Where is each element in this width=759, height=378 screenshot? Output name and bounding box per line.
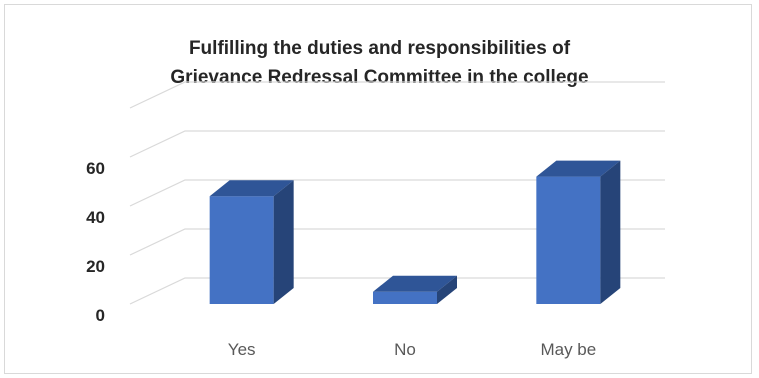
bar-no (373, 275, 457, 304)
bar-front-face (373, 291, 437, 304)
y-tick-label: 20 (86, 257, 105, 276)
bar-top-face (536, 160, 621, 177)
bar-may-be (536, 160, 621, 304)
bar-front-face (209, 196, 274, 304)
y-tick-label: 0 (96, 306, 105, 325)
y-axis-ticks: 0 20 40 60 (86, 159, 105, 325)
bar-side-face (600, 160, 621, 304)
gridlines (129, 81, 665, 305)
gridline (129, 179, 665, 207)
x-category-label: No (394, 340, 416, 359)
bar-side-face (437, 275, 457, 304)
chart-title-line-2: Grievance Redressal Committee in the col… (170, 67, 589, 88)
bar-yes (209, 180, 294, 304)
chart-title-line-1: Fulfilling the duties and responsibiliti… (188, 38, 571, 59)
bar-top-face (209, 180, 294, 197)
bars (209, 160, 621, 304)
chart-title: Fulfilling the duties and responsibiliti… (0, 34, 759, 92)
x-axis-categories: Yes No May be (228, 340, 596, 359)
gridline (129, 277, 665, 305)
chart-frame (4, 4, 752, 374)
x-category-label: May be (540, 340, 596, 359)
x-category-label: Yes (228, 340, 256, 359)
bar-side-face (273, 180, 294, 304)
gridline (129, 81, 665, 109)
y-tick-label: 40 (86, 208, 105, 227)
bar-front-face (536, 176, 601, 304)
bar-top-face (373, 275, 457, 292)
y-tick-label: 60 (86, 159, 105, 178)
gridline (129, 130, 665, 158)
gridline (129, 228, 665, 256)
